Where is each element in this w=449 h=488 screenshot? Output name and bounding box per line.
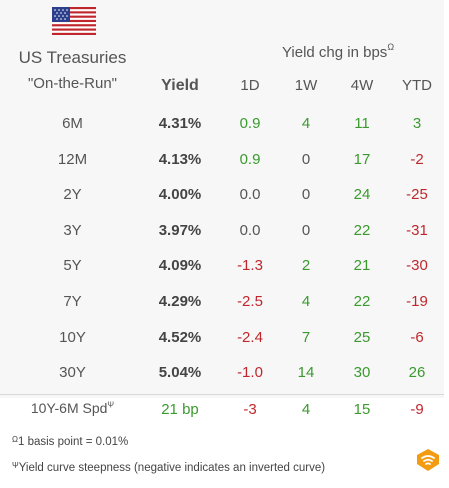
row-ytd: -25 <box>406 186 428 204</box>
col-header-1w: 1W <box>294 77 318 94</box>
row-1d: 0.0 <box>239 186 261 204</box>
row-yield: 4.13% <box>158 150 202 168</box>
row-1d: 0.9 <box>239 115 261 132</box>
row-1d: -1.0 <box>237 364 263 382</box>
spread-ytd: -9 <box>410 401 424 418</box>
footnote-basis-point-text: 1 basis point = 0.01% <box>17 436 129 448</box>
footnote-curve-steepness-text: Yield curve steepness (negative indicate… <box>18 462 326 474</box>
table-subtitle: "On-the-Run" <box>27 75 118 92</box>
row-4w: 21 <box>353 257 371 275</box>
row-1w: 0 <box>301 221 311 239</box>
col-header-ytd: YTD <box>402 77 432 94</box>
row-4w: 25 <box>353 328 371 346</box>
us-flag-icon <box>52 7 96 35</box>
row-4w: 30 <box>353 364 371 382</box>
row-1w: 14 <box>297 364 315 382</box>
row-1d: -2.4 <box>237 328 263 346</box>
psi-footnote-marker: Ψ <box>107 400 115 410</box>
row-ytd: 26 <box>408 364 426 382</box>
row-1d: 0.9 <box>239 150 261 168</box>
row-4w: 22 <box>353 221 371 239</box>
row-ytd: -2 <box>410 150 424 168</box>
row-yield: 4.00% <box>158 186 202 204</box>
row-label: 2Y <box>63 186 82 204</box>
row-label: 3Y <box>63 221 82 239</box>
row-label: 10Y <box>59 328 86 346</box>
row-4w: 11 <box>354 115 370 132</box>
col-header-yield: Yield <box>161 77 199 94</box>
row-ytd: -30 <box>406 257 428 275</box>
psi-footnote-marker: Ψ <box>12 461 19 470</box>
row-4w: 17 <box>353 150 371 168</box>
row-1d: -1.3 <box>237 257 263 275</box>
row-ytd: 3 <box>412 115 422 132</box>
col-header-4w: 4W <box>350 77 374 94</box>
row-label: 12M <box>57 150 88 168</box>
row-yield: 4.31% <box>158 115 202 132</box>
spread-label-text: 10Y-6M Spd <box>30 400 108 416</box>
row-ytd: -19 <box>406 293 428 310</box>
row-yield: 4.52% <box>158 328 202 346</box>
row-1d: 0.0 <box>239 221 261 239</box>
row-label: 6M <box>62 115 83 132</box>
row-yield: 4.09% <box>158 257 202 275</box>
omega-footnote-marker: Ω <box>387 42 395 52</box>
row-1d: -2.5 <box>237 293 263 310</box>
spread-yield: 21 bp <box>161 401 199 418</box>
footnote-curve-steepness: ΨYield curve steepness (negative indicat… <box>12 461 326 474</box>
row-ytd: -6 <box>410 328 424 346</box>
row-label: 30Y <box>59 364 86 382</box>
row-yield: 5.04% <box>158 364 202 382</box>
row-yield: 3.97% <box>158 221 202 239</box>
table-title: US Treasuries <box>18 48 127 67</box>
brand-logo-icon[interactable] <box>415 447 441 473</box>
row-4w: 22 <box>353 293 371 310</box>
yield-change-label: Yield chg in bps <box>281 44 388 61</box>
spread-4w: 15 <box>353 401 371 418</box>
row-1w: 2 <box>301 257 311 275</box>
omega-footnote-marker: Ω <box>12 435 18 444</box>
spread-1d: -3 <box>243 401 257 418</box>
row-ytd: -31 <box>406 221 428 239</box>
row-4w: 24 <box>353 186 371 204</box>
row-1w: 4 <box>301 115 311 132</box>
col-header-1d: 1D <box>240 77 260 94</box>
spread-1w: 4 <box>301 401 311 418</box>
row-label: 5Y <box>63 257 82 275</box>
treasuries-table: US Treasuries "On-the-Run" Yield chg in … <box>0 7 444 395</box>
row-1w: 0 <box>301 186 311 204</box>
yield-change-header: Yield chg in bpsΩ <box>232 42 444 61</box>
row-yield: 4.29% <box>158 293 202 310</box>
table-divider <box>0 394 444 395</box>
row-1w: 0 <box>301 150 311 168</box>
row-label: 7Y <box>63 293 82 310</box>
footnote-basis-point: Ω1 basis point = 0.01% <box>12 435 129 448</box>
row-1w: 4 <box>301 293 311 310</box>
row-1w: 7 <box>301 328 311 346</box>
spread-label: 10Y-6M SpdΨ <box>4 400 141 416</box>
